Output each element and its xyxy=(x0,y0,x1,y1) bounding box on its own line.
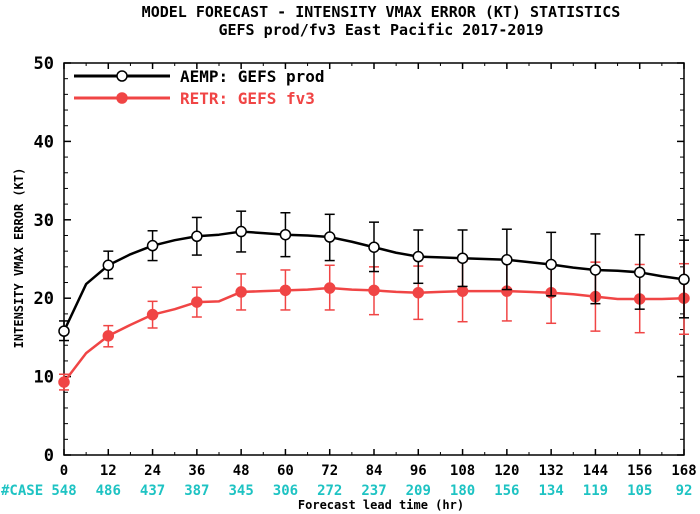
case-count-label: 548 xyxy=(51,483,76,499)
case-count-label: 180 xyxy=(450,483,475,499)
aemp-legend-marker xyxy=(116,70,128,82)
aemp-point xyxy=(545,258,557,271)
case-count-label: 119 xyxy=(583,483,608,499)
aemp-point xyxy=(235,225,247,238)
retr-point xyxy=(235,286,247,298)
x-tick-label: 120 xyxy=(494,463,519,479)
case-count-label: 345 xyxy=(228,483,253,499)
x-tick-label: 168 xyxy=(671,463,696,479)
case-count-label: 437 xyxy=(140,483,165,499)
case-count-label: 387 xyxy=(184,483,209,499)
aemp-point xyxy=(368,241,380,253)
y-tick-label: 20 xyxy=(34,289,54,309)
y-tick-label: 10 xyxy=(34,368,54,388)
retr-point xyxy=(102,330,115,342)
y-tick-label: 40 xyxy=(34,132,54,152)
case-count-label: 92 xyxy=(676,483,693,499)
case-count-label: 209 xyxy=(406,483,431,499)
x-tick-label: 96 xyxy=(410,463,427,479)
retr-legend-label: RETR: GEFS fv3 xyxy=(180,89,315,108)
x-tick-label: 144 xyxy=(583,463,608,479)
aemp-legend-label: AEMP: GEFS prod xyxy=(180,67,325,86)
retr-point xyxy=(368,284,380,297)
y-tick-label: 50 xyxy=(34,54,54,74)
aemp-point xyxy=(191,230,203,243)
x-tick-label: 60 xyxy=(277,463,294,479)
x-tick-label: 0 xyxy=(60,463,68,479)
aemp-point xyxy=(501,254,513,266)
retr-point xyxy=(323,282,336,294)
case-row-label: #CASE xyxy=(1,483,43,499)
x-tick-label: 48 xyxy=(233,463,250,479)
aemp-point xyxy=(589,264,602,276)
retr-legend-marker xyxy=(116,92,128,104)
aemp-point xyxy=(412,250,425,263)
chart-title: MODEL FORECAST - INTENSITY VMAX ERROR (K… xyxy=(142,3,621,21)
y-tick-label: 30 xyxy=(34,211,54,231)
retr-point xyxy=(412,286,425,299)
aemp-point xyxy=(146,239,159,252)
case-count-label: 306 xyxy=(273,483,298,499)
plot-area: 0 548 12 486 24 437 36 387 48 345 60 306 72 272 84 237 9… xyxy=(1,54,697,499)
case-count-label: 156 xyxy=(494,483,519,499)
x-axis-label: Forecast lead time (hr) xyxy=(298,498,464,512)
chart-subtitle: GEFS prod/fv3 East Pacific 2017-2019 xyxy=(218,21,543,39)
case-count-label: 105 xyxy=(627,483,652,499)
x-tick-label: 12 xyxy=(100,463,117,479)
case-count-label: 134 xyxy=(538,483,563,499)
retr-point xyxy=(191,296,203,308)
aemp-point xyxy=(456,252,469,264)
x-tick-label: 132 xyxy=(538,463,563,479)
case-count-label: 237 xyxy=(361,483,386,499)
x-tick-label: 84 xyxy=(366,463,383,479)
aemp-point xyxy=(633,266,646,279)
retr-point xyxy=(58,376,70,388)
x-tick-label: 156 xyxy=(627,463,652,479)
aemp-point xyxy=(279,228,292,241)
retr-point xyxy=(456,285,469,297)
aemp-point xyxy=(678,273,690,286)
case-count-label: 272 xyxy=(317,483,342,499)
y-tick-label: 0 xyxy=(44,446,54,466)
retr-point xyxy=(279,284,292,297)
x-tick-label: 24 xyxy=(144,463,161,479)
x-tick-label: 108 xyxy=(450,463,475,479)
x-tick-label: 36 xyxy=(188,463,205,479)
aemp-point xyxy=(323,231,336,243)
x-tick-label: 72 xyxy=(321,463,338,479)
y-axis-label: INTENSITY VMAX ERROR (KT) xyxy=(12,168,26,349)
aemp-point xyxy=(58,325,70,337)
retr-point xyxy=(146,308,159,321)
aemp-point xyxy=(102,259,115,272)
case-count-label: 486 xyxy=(96,483,121,499)
